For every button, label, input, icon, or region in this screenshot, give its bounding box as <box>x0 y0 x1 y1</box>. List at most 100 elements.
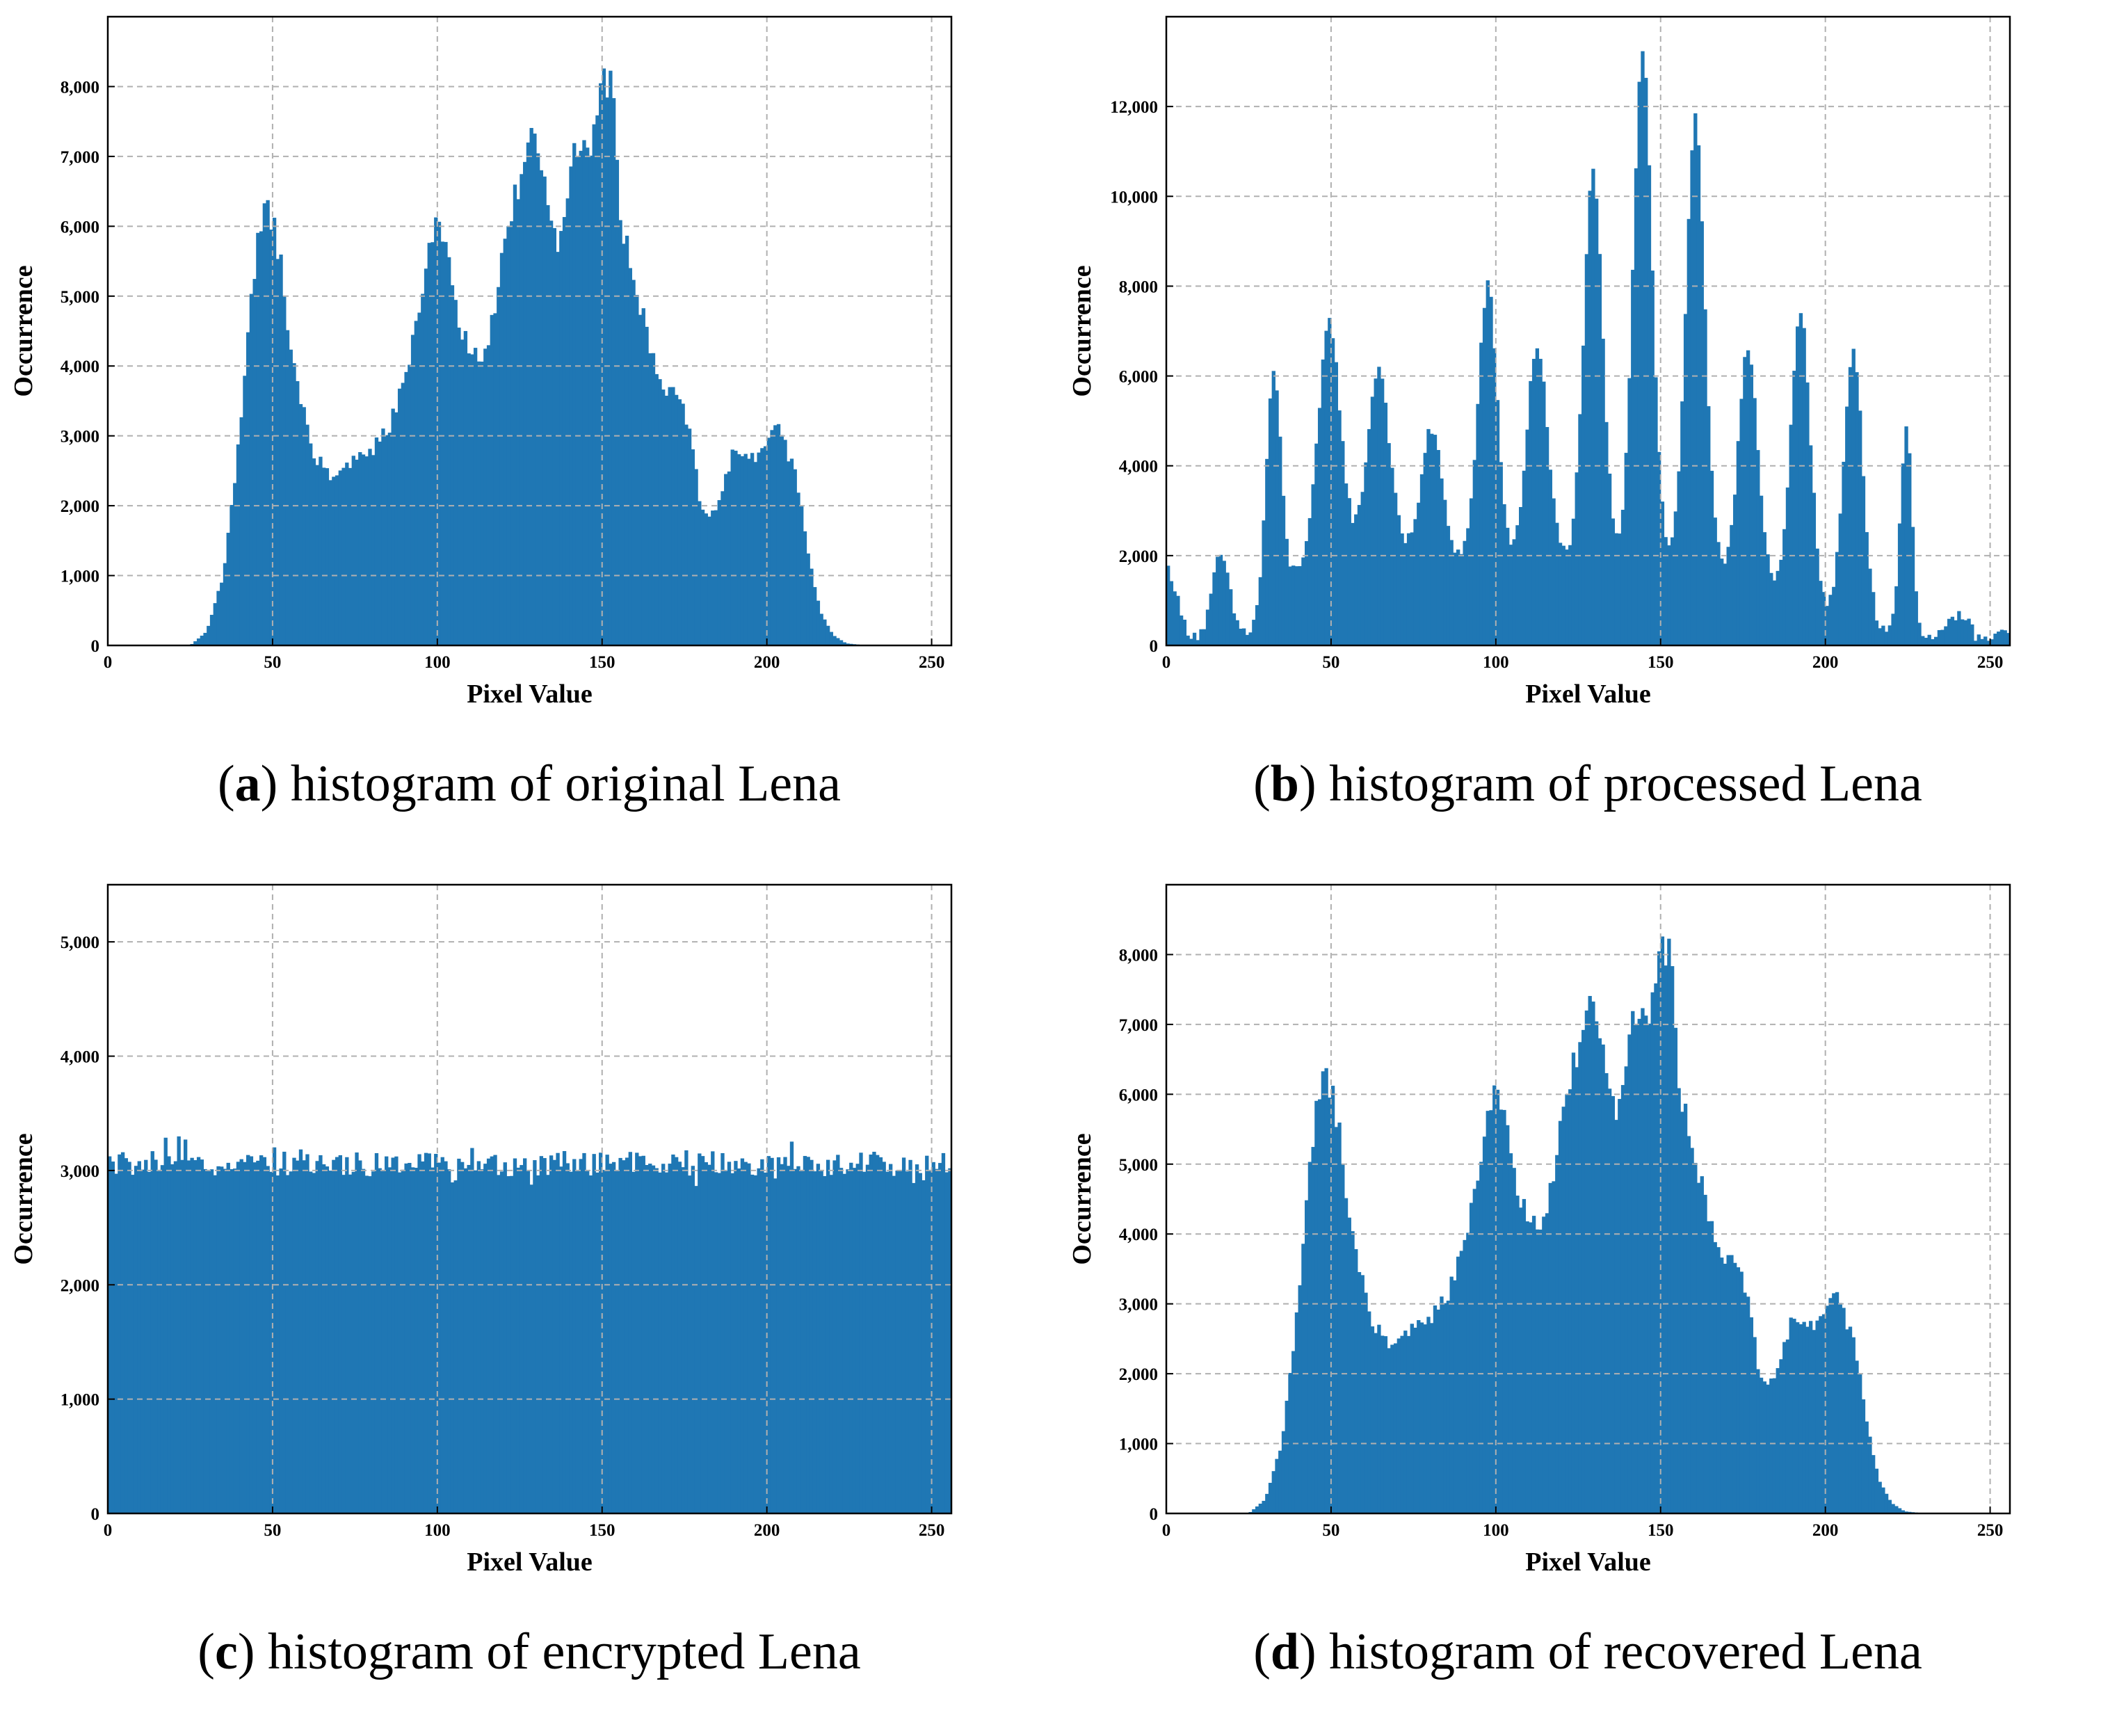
histogram-bar <box>325 1166 330 1513</box>
y-tick-label: 10,000 <box>1110 188 1158 207</box>
plot-frame <box>1165 883 2011 1515</box>
histogram-bar <box>1581 345 1586 645</box>
histogram-bar <box>1262 520 1266 645</box>
histogram-bar <box>536 153 540 645</box>
histogram-bar <box>1680 1111 1684 1513</box>
histogram-bar <box>1205 609 1210 645</box>
histogram-bar <box>711 511 715 645</box>
histogram-bar <box>266 1166 270 1513</box>
histogram-bar <box>921 1180 926 1513</box>
histogram-bar <box>1832 586 1836 645</box>
histogram-bar <box>1538 358 1543 645</box>
x-tick-label: 250 <box>1977 653 2004 672</box>
histogram-bar <box>1631 1011 1635 1513</box>
histogram-bar <box>717 1173 721 1513</box>
histogram-bar <box>355 1152 359 1513</box>
histogram-bar <box>216 590 220 645</box>
histogram-bar <box>1433 435 1438 645</box>
histogram-bar <box>434 1154 438 1513</box>
histogram-bar <box>654 373 659 645</box>
histogram-bar <box>1769 1379 1773 1513</box>
histogram-bar <box>1446 526 1451 645</box>
histogram-bar <box>595 1172 599 1513</box>
histogram-bar <box>1291 565 1296 645</box>
histogram-bar <box>1347 1217 1351 1513</box>
panel-encrypted-histogram: 0 50 100 150 200 250 0 1,000 2,000 3,000 4,000 5,00… <box>0 868 1058 1736</box>
histogram-bar <box>638 1156 643 1513</box>
histogram-bar <box>776 1157 781 1513</box>
histogram-bar <box>1506 527 1510 645</box>
histogram-bar <box>1808 445 1813 645</box>
histogram-bar <box>1413 519 1417 645</box>
panel-recovered-histogram: 0 50 100 150 200 250 0 1,000 2,000 3,000 4,000 5,00… <box>1058 868 2117 1736</box>
histogram-bar <box>361 454 366 645</box>
histogram-bar <box>450 285 455 645</box>
histogram-bar <box>1374 1333 1378 1513</box>
histogram-bar <box>1561 545 1565 645</box>
histogram-bar <box>1268 1482 1273 1513</box>
histogram-bar <box>319 1155 323 1513</box>
histogram-bar <box>1440 478 1444 645</box>
histogram-bar <box>408 364 412 645</box>
histogram-bar <box>282 1151 287 1513</box>
histogram-bar <box>1311 484 1315 645</box>
histogram-bar <box>127 1162 131 1513</box>
histogram-bar <box>641 1155 645 1513</box>
histogram-bar <box>1489 1110 1493 1513</box>
histogram-bar <box>1861 1399 1866 1513</box>
histogram-bar <box>447 257 451 645</box>
histogram-bar <box>846 1169 850 1513</box>
histogram-bar <box>440 241 444 645</box>
histogram-bar <box>1307 517 1312 645</box>
histogram-bar <box>1525 429 1529 645</box>
histogram-bar <box>1664 537 1668 645</box>
y-tick-label: 2,000 <box>61 497 99 516</box>
histogram-bar <box>1644 77 1648 645</box>
histogram-bar <box>410 335 415 645</box>
histogram-bar <box>1620 1085 1625 1513</box>
histogram-bar <box>1707 1221 1711 1513</box>
histogram-bar <box>810 568 814 645</box>
histogram-bar <box>1449 540 1454 645</box>
histogram-bar <box>262 1157 267 1513</box>
histogram-bar <box>440 1157 444 1513</box>
histogram-bar <box>190 1157 194 1513</box>
histogram-bar <box>684 424 689 645</box>
histogram-bar <box>1910 527 1915 645</box>
histogram-bar <box>556 1152 560 1513</box>
histogram-bar <box>1328 318 1332 645</box>
histogram-bar <box>1591 168 1595 645</box>
histogram-bar <box>700 1156 705 1513</box>
histogram-bar <box>1324 330 1328 645</box>
histogram-bar <box>200 1159 204 1513</box>
histogram-bar <box>849 1162 853 1513</box>
y-tick-label: 4,000 <box>1119 458 1158 476</box>
histogram-bar <box>315 1161 319 1513</box>
histogram-bar <box>1486 1111 1490 1513</box>
histogram-bar <box>1835 1292 1840 1513</box>
histogram-bar <box>463 1168 468 1513</box>
histogram-bar <box>408 1163 412 1513</box>
histogram-bar <box>1344 483 1349 645</box>
histogram-bar <box>559 1166 563 1513</box>
histogram-bar <box>635 1152 639 1513</box>
x-tick-label: 250 <box>1977 1521 2004 1540</box>
histogram-bar <box>546 204 550 645</box>
histogram-bar <box>766 437 771 645</box>
histogram-bar <box>457 1158 461 1513</box>
histogram-bar <box>285 1175 290 1513</box>
histogram-bar <box>368 1176 372 1513</box>
histogram-bar <box>513 184 517 645</box>
histogram-bar <box>140 1169 145 1513</box>
histogram-bar <box>1700 221 1704 645</box>
histogram-bar <box>1179 615 1184 645</box>
histogram-bar <box>1426 428 1431 645</box>
histogram-bar <box>493 1155 497 1513</box>
caption-d: (d) histogram of recovered Lena <box>1253 1623 1922 1680</box>
histogram-bar <box>269 1171 273 1513</box>
histogram-bar <box>1819 581 1823 645</box>
histogram-bar <box>1766 1384 1770 1513</box>
histogram-bar <box>737 1168 741 1513</box>
histogram-bar <box>397 1172 402 1513</box>
histogram-bar <box>321 467 326 645</box>
